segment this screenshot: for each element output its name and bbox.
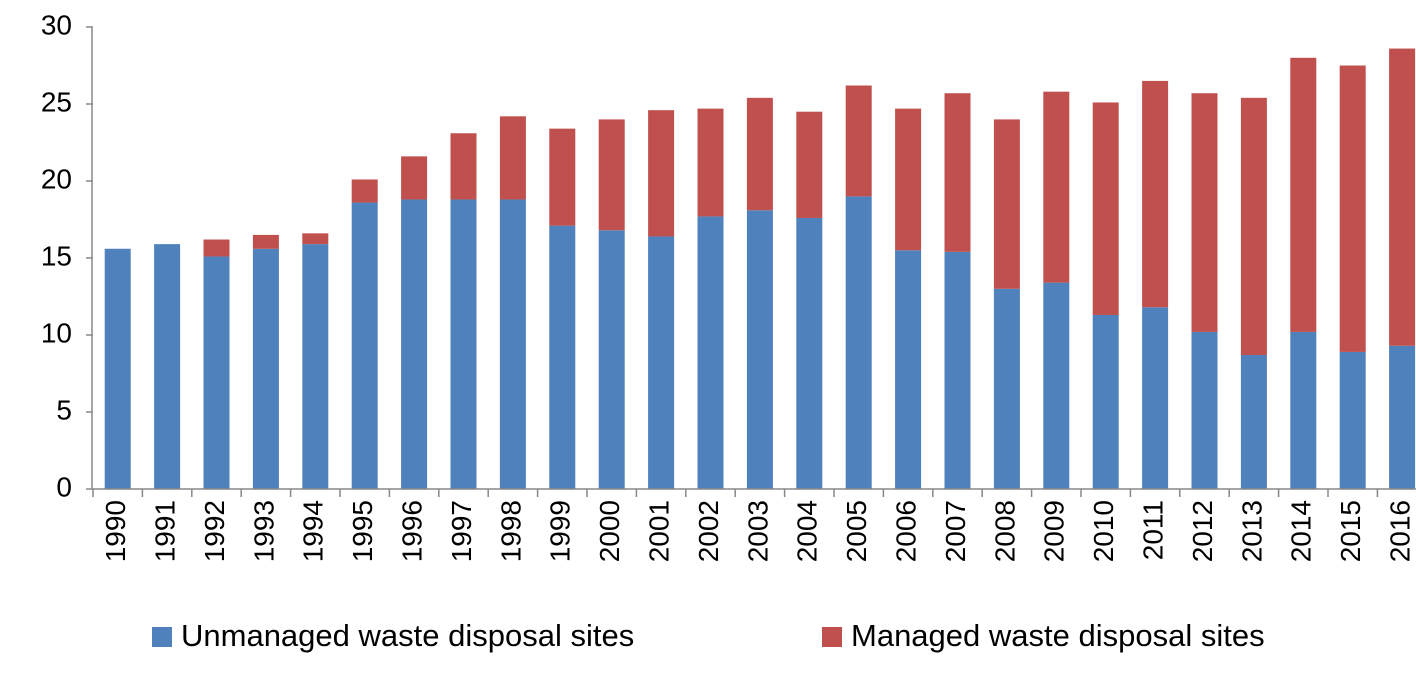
bar-segment (845, 196, 872, 489)
bar-segment (697, 216, 724, 490)
bar-segment (154, 244, 181, 489)
x-tick-label: 2014 (1286, 500, 1317, 562)
bar-segment (944, 251, 971, 489)
x-tick-label: 2015 (1335, 500, 1366, 562)
bar-segment (302, 233, 329, 245)
x-tick-label: 2010 (1088, 500, 1119, 562)
x-tick-label: 1994 (298, 500, 329, 562)
bar-segment (895, 250, 922, 489)
x-tick-label: 2009 (1039, 500, 1070, 562)
x-tick-label: 1997 (446, 500, 477, 562)
y-tick-label: 25 (41, 86, 72, 117)
bar-segment (252, 234, 279, 249)
bar-segment (351, 202, 378, 489)
x-tick-label: 1995 (347, 500, 378, 562)
x-tick-label: 2001 (643, 500, 674, 562)
bar-segment (1339, 65, 1366, 352)
x-tick-label: 2005 (841, 500, 872, 562)
x-tick-label: 2016 (1384, 500, 1415, 562)
x-tick-label: 2004 (792, 500, 823, 562)
bar-segment (796, 217, 823, 489)
bar-segment (1142, 307, 1169, 489)
bar-segment (252, 248, 279, 489)
bar-segment (1389, 345, 1416, 489)
bar-segment (1290, 331, 1317, 489)
legend-swatch (152, 627, 172, 647)
x-tick-label: 2003 (742, 500, 773, 562)
x-tick-label: 1990 (100, 500, 131, 562)
x-tick-label: 2013 (1236, 500, 1267, 562)
bar-segment (499, 116, 526, 200)
bar-segment (1240, 97, 1267, 356)
x-tick-label: 2012 (1187, 500, 1218, 562)
bar-segment (1290, 57, 1317, 332)
y-tick-label: 30 (41, 9, 72, 40)
bar-segment (1142, 80, 1169, 308)
bar-segment (549, 225, 576, 489)
bar-segment (203, 239, 230, 257)
bar-segment (401, 156, 428, 200)
bar-segment (598, 119, 625, 231)
x-tick-label: 1999 (545, 500, 576, 562)
legend-swatch (822, 627, 842, 647)
bar-segment (895, 108, 922, 251)
bar-segment (450, 133, 477, 200)
bar-segment (1043, 282, 1070, 489)
bar-segment (549, 128, 576, 226)
x-tick-label: 2000 (594, 500, 625, 562)
x-tick-label: 1998 (495, 500, 526, 562)
bar-segment (1092, 102, 1119, 315)
y-tick-label: 20 (41, 163, 72, 194)
x-tick-label: 1992 (199, 500, 230, 562)
bar-segment (1339, 351, 1366, 489)
bar-segment (1191, 93, 1218, 332)
x-tick-label: 1996 (396, 500, 427, 562)
bar-segment (648, 236, 675, 489)
bar-segment (499, 199, 526, 490)
bar-segment (993, 288, 1020, 489)
y-tick-label: 10 (41, 317, 72, 348)
bar-segment (845, 85, 872, 197)
bar-segment (450, 199, 477, 490)
bar-segment (796, 111, 823, 218)
x-tick-label: 2002 (693, 500, 724, 562)
bar-segment (401, 199, 428, 490)
x-tick-label: 1991 (149, 500, 180, 562)
legend-label: Managed waste disposal sites (851, 618, 1265, 653)
x-tick-label: 2007 (940, 500, 971, 562)
legend-label: Unmanaged waste disposal sites (181, 618, 634, 653)
bar-segment (203, 256, 230, 489)
bar-segment (1043, 91, 1070, 283)
bar-segment (351, 179, 378, 203)
x-tick-label: 2011 (1137, 500, 1168, 560)
bar-segment (104, 248, 131, 489)
bar-segment (1389, 48, 1416, 346)
bar-segment (302, 244, 329, 489)
x-tick-label: 2006 (890, 500, 921, 562)
x-tick-label: 2008 (989, 500, 1020, 562)
bar-segment (697, 108, 724, 217)
bar-segment (598, 230, 625, 489)
y-tick-label: 15 (41, 240, 72, 271)
bar-segment (648, 110, 675, 237)
bar-segment (746, 210, 773, 489)
bar-segment (1092, 314, 1119, 489)
y-tick-label: 0 (56, 471, 72, 502)
bar-segment (746, 97, 773, 211)
bar-segment (1191, 331, 1218, 489)
y-tick-label: 5 (56, 394, 72, 425)
bar-segment (993, 119, 1020, 289)
x-tick-label: 1993 (248, 500, 279, 562)
bar-segment (944, 93, 971, 252)
bar-segment (1240, 355, 1267, 489)
